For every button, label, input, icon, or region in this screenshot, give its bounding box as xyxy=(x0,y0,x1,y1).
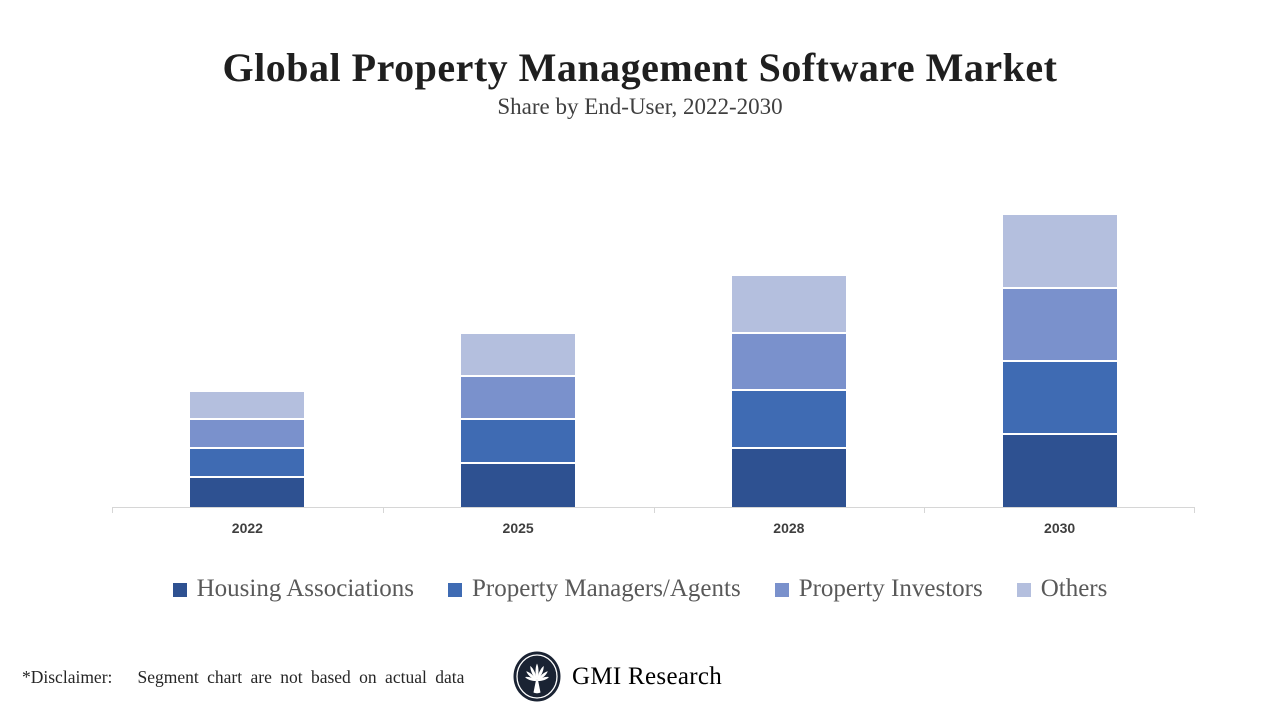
segment-property-managers-agents-2022 xyxy=(190,449,305,476)
x-axis-label-2028: 2028 xyxy=(773,520,805,536)
segment-housing-associations-2022 xyxy=(190,478,305,507)
x-axis-label-2025: 2025 xyxy=(502,520,534,536)
brand-footer: GMI Research xyxy=(513,651,722,702)
legend-label: Property Investors xyxy=(798,575,983,602)
stacked-bar-2030 xyxy=(1002,215,1117,507)
segment-others-2030 xyxy=(1002,215,1117,287)
plot-area: 2022 2025 2028 2030 xyxy=(112,207,1195,536)
segment-others-2022 xyxy=(190,392,305,418)
x-axis-line xyxy=(112,507,1195,508)
stacked-bar-2028 xyxy=(731,276,846,507)
stacked-bar-2025 xyxy=(461,334,576,507)
legend-item-property-investors: Property Investors xyxy=(774,575,983,603)
x-axis-tick xyxy=(383,507,384,513)
segment-housing-associations-2025 xyxy=(461,464,576,507)
segment-property-managers-agents-2025 xyxy=(461,420,576,462)
x-axis-tick xyxy=(924,507,925,513)
chart-title: Global Property Management Software Mark… xyxy=(222,45,1058,90)
x-axis-tick xyxy=(112,507,113,513)
legend-item-property-managers-agents: Property Managers/Agents xyxy=(448,575,741,603)
chart-subtitle: Share by End-User, 2022-2030 xyxy=(497,94,783,119)
x-axis-tick xyxy=(1194,507,1195,513)
segment-housing-associations-2028 xyxy=(731,449,846,507)
segment-property-managers-agents-2030 xyxy=(1002,362,1117,433)
legend-swatch-icon xyxy=(1016,583,1031,597)
legend-item-others: Others xyxy=(1016,575,1108,603)
legend-swatch-icon xyxy=(172,583,187,597)
legend: Housing Associations Property Managers/Ag… xyxy=(0,575,1280,603)
segment-property-investors-2025 xyxy=(461,377,576,418)
segment-property-investors-2030 xyxy=(1002,289,1117,360)
segment-property-investors-2028 xyxy=(731,334,846,389)
segment-others-2028 xyxy=(731,276,846,332)
legend-label: Property Managers/Agents xyxy=(472,575,741,602)
segment-property-investors-2022 xyxy=(190,420,305,447)
gmi-logo-icon xyxy=(513,651,561,702)
legend-swatch-icon xyxy=(448,583,462,597)
x-axis-label-2022: 2022 xyxy=(231,520,263,536)
legend-label: Housing Associations xyxy=(196,575,414,602)
segment-housing-associations-2030 xyxy=(1002,435,1117,507)
segment-others-2025 xyxy=(461,334,576,375)
segment-property-managers-agents-2028 xyxy=(731,391,846,447)
legend-swatch-icon xyxy=(774,583,789,597)
stacked-bar-2022 xyxy=(190,392,305,507)
brand-name: GMI Research xyxy=(572,662,723,690)
legend-label: Others xyxy=(1040,575,1108,602)
disclaimer-text: *Disclaimer: Segment chart are not based… xyxy=(22,667,465,687)
x-axis-tick xyxy=(654,507,655,513)
x-axis-label-2030: 2030 xyxy=(1044,520,1076,536)
legend-item-housing-associations: Housing Associations xyxy=(172,575,414,603)
